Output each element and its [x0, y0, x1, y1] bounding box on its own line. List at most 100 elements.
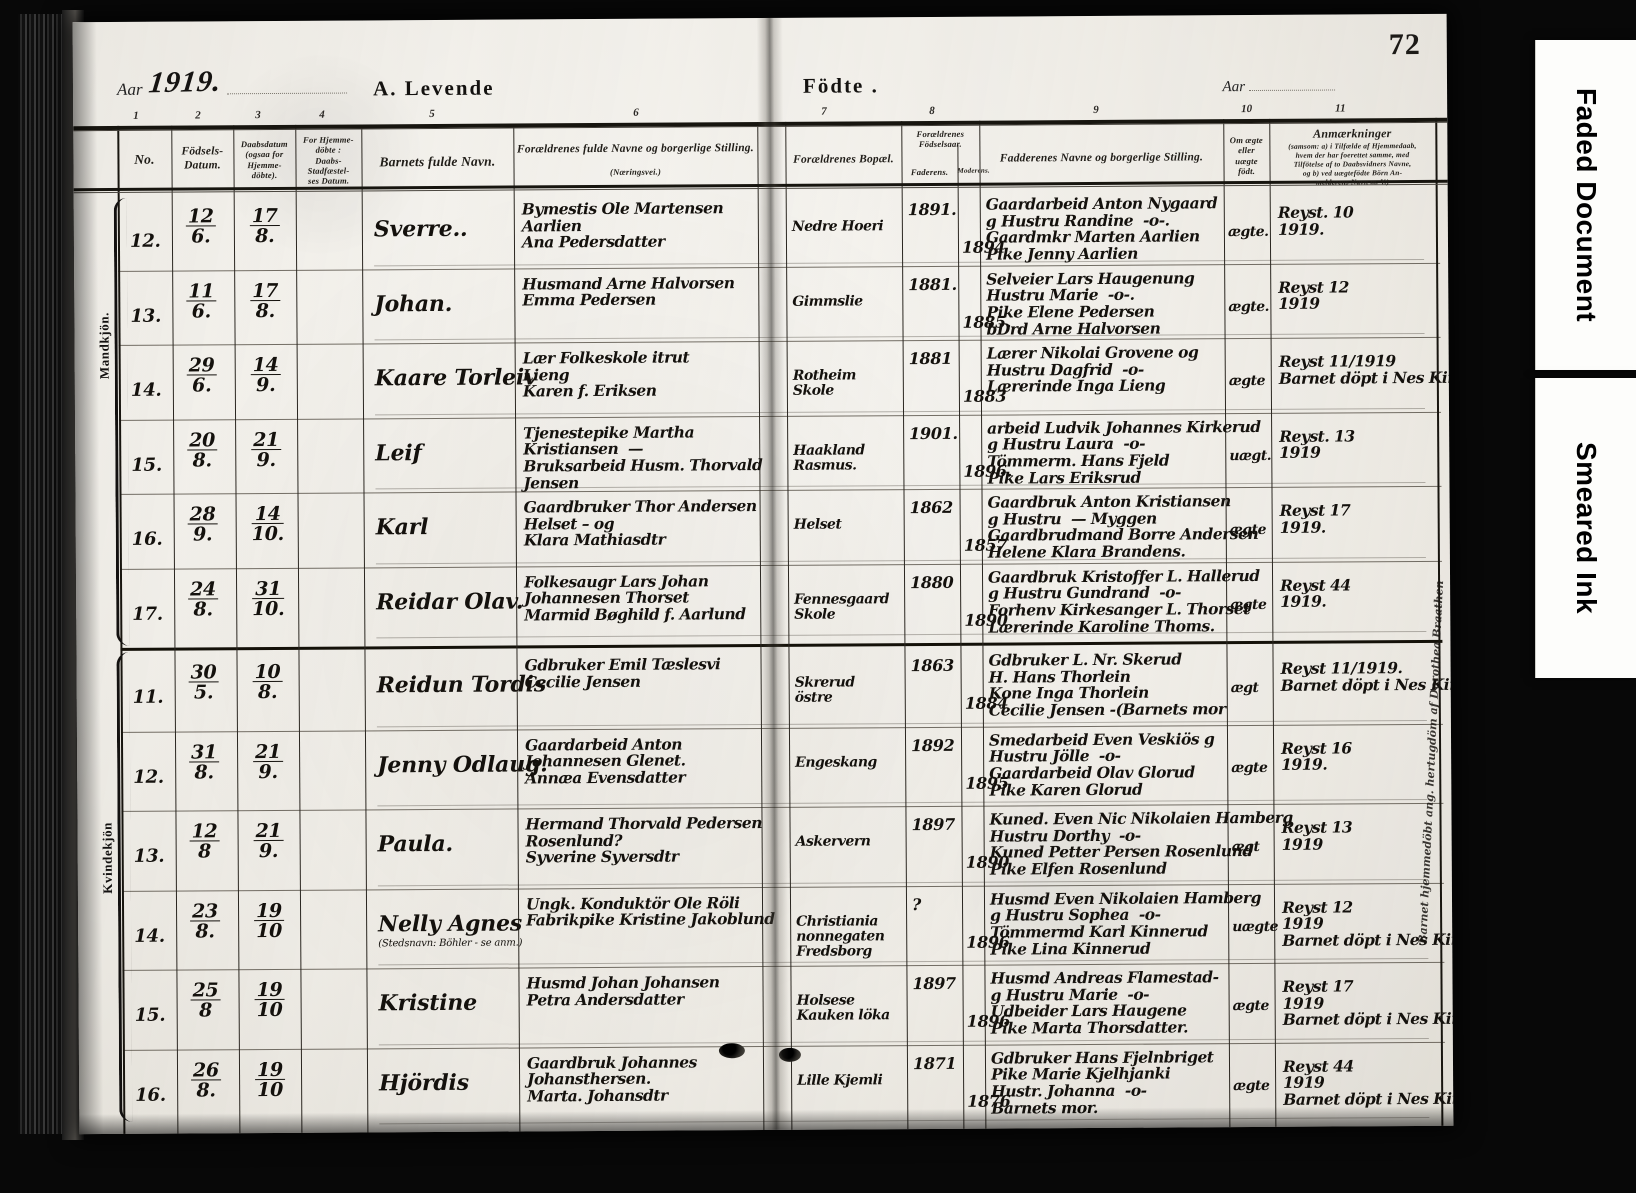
female-row-12-separator [120, 723, 1443, 733]
female-row-11-legitimacy: ægt [1230, 679, 1259, 697]
male-row-16-residence: Helset [793, 516, 842, 533]
col-divider-homebapt [361, 124, 369, 1135]
female-row-16-child-name: Hjördis [379, 1069, 469, 1096]
male-row-17-guide [376, 630, 1427, 639]
date-fraction: 19 10 [253, 899, 284, 942]
male-row-16-child-name: Karl [375, 514, 429, 541]
male-row-15-remarks: Reyst. 13 1919 [1279, 425, 1355, 463]
gender-label-male: Mandkjön. [96, 311, 112, 380]
female-row-15-legitimacy: ægte [1232, 997, 1269, 1015]
male-row-15-father-birthyear: 1901. [909, 423, 958, 443]
date-fraction: 24 8. [188, 577, 218, 621]
female-row-14-residence: Christiania nonnegaten Fredsborg [796, 912, 885, 960]
date-fraction: 14 10. [251, 502, 284, 546]
male-row-13-remarks: Reyst 12 1919 [1278, 276, 1349, 314]
male-row-12-child-name: Sverre.. [373, 215, 468, 243]
header-home-baptized: For Hjemme- döbte : Daabs- Stadfæstel- s… [302, 134, 354, 187]
faded-document-tab[interactable]: Faded Document [1535, 40, 1636, 370]
year-field-right: Aar [1222, 78, 1336, 96]
male-row-17-legitimacy: ægte [1230, 596, 1267, 613]
male-row-15-godparents: arbeid Ludvik Johannes Kirkerud g Hustru… [987, 416, 1261, 488]
header-birth-date: Födsels- Datum. [181, 145, 224, 172]
col-divider-parents [757, 122, 765, 1133]
date-fraction: 30 5. [188, 661, 219, 704]
female-row-11-residence: Skrerud östre [794, 674, 855, 706]
female-row-15-godparents: Husmd Andreas Flamestad- g Hustru Marie … [990, 967, 1219, 1038]
female-row-11-parents: Gdbruker Emil Tæslesvi Cecilie Jensen [524, 654, 721, 692]
female-row-12-child-name: Jenny Odlaug. [377, 750, 548, 778]
male-row-16-father-birthyear: 1862 [909, 497, 953, 518]
female-row-11-father-birthyear: 1863 [910, 655, 954, 676]
date-fraction: 31 10. [252, 577, 285, 620]
ink-blob-left [718, 1043, 745, 1059]
date-fraction: 19 10 [254, 1058, 285, 1101]
female-row-12-parents: Gaardarbeid Anton Johannesen Glenet. Ann… [524, 733, 686, 788]
date-fraction: 26 8. [190, 1058, 221, 1102]
female-row-16-parents: Gaardbruk Johannes Johansthersen. Marta.… [526, 1051, 697, 1106]
year-label-right: Aar [1222, 79, 1246, 96]
smeared-ink-tab-label: Smeared Ink [1571, 441, 1602, 615]
female-row-15-separator [122, 961, 1445, 971]
male-row-17-remarks: Reyst 44 1919. [1280, 574, 1351, 612]
male-row-13-parents: Husmand Arne Halvorsen Emma Pedersen [522, 272, 735, 310]
male-row-17-residence: Fennesgaard Skole [794, 590, 890, 623]
female-row-13-residence: Askervern [795, 833, 871, 850]
column-number-3: 3 [255, 109, 261, 122]
male-row-15-residence: Haakland Rasmus. [793, 441, 865, 474]
section-heading-left: A. Levende [372, 75, 495, 101]
gender-bracket-male [113, 197, 130, 646]
col-divider-gutter-right [785, 121, 793, 1132]
male-row-17-father-birthyear: 1880 [909, 572, 954, 592]
col-divider-no [171, 125, 179, 1135]
date-fraction: 14 9. [250, 353, 281, 397]
male-row-13-father-birthyear: 1881. [908, 274, 957, 294]
female-row-14-child-name: Nelly Agnes [378, 909, 523, 937]
header-godparents: Fadderenes Navne og borgerlige Stilling. [999, 151, 1204, 165]
female-row-16-remarks: Reyst 44 1919 Barnet döpt i Nes Kirke [1282, 1055, 1454, 1109]
female-row-13-remarks: Reyst 13 1919 [1281, 817, 1353, 854]
male-row-12-no: 12. [129, 230, 161, 252]
date-fraction: 23 8. [189, 899, 220, 943]
faded-document-tab-label: Faded Document [1571, 87, 1602, 323]
male-row-13-child-name: Johan. [374, 290, 453, 317]
female-row-11-child-name: Reidun Tordis [376, 671, 547, 699]
female-row-16-guide [379, 1116, 1430, 1125]
female-row-11-no: 11. [132, 686, 164, 708]
male-row-12-residence: Nedre Hoeri [791, 218, 884, 235]
header-father-year: Faderens. [910, 166, 949, 178]
male-row-12-parents: Bymestis Ole Martensen Aarlien Ana Peder… [521, 198, 724, 252]
smeared-ink-tab[interactable]: Smeared Ink [1535, 378, 1636, 678]
female-row-16-legitimacy: ægte [1233, 1077, 1270, 1094]
date-fraction: 20 8. [187, 428, 218, 472]
male-row-15-legitimacy: uægt. [1229, 447, 1272, 464]
date-fraction: 21 9. [253, 819, 284, 863]
female-row-14-parents: Ungk. Konduktör Ole Röli Fabrikpike Kris… [525, 892, 775, 930]
female-row-15-no: 15. [134, 1004, 166, 1026]
header-mother-year: Moderens. [957, 166, 990, 175]
date-fraction: 11 6. [186, 279, 217, 323]
male-row-16-godparents: Gaardbruk Anton Kristiansen g Hustru — M… [987, 491, 1259, 562]
male-row-16-legitimacy: ægte [1229, 521, 1267, 539]
female-row-16-no: 16. [135, 1084, 166, 1106]
col-divider-residence [901, 121, 909, 1132]
male-row-17-parents: Folkesaugr Lars Johan Johannesen Thorset… [523, 570, 746, 625]
gender-section-divider [120, 639, 1443, 651]
female-row-16-residence: Lille Kjemli [797, 1071, 883, 1089]
year-value: 1919. [146, 64, 224, 100]
female-row-14-child-name-note: (Stedsnavn: Böhler - se anm.) [378, 936, 523, 949]
male-row-13-separator [118, 262, 1441, 272]
male-row-14-child-name: Kaare Torleiv [374, 364, 537, 392]
column-number-9: 9 [1093, 103, 1099, 116]
gender-label-female: Kvindekjön [99, 821, 115, 894]
female-row-13-parents: Hermand Thorvald Pedersen Rosenlund? Syv… [525, 813, 763, 867]
date-fraction: 29 6. [186, 354, 217, 397]
male-row-14-father-birthyear: 1881 [908, 348, 953, 369]
male-row-12-father-birthyear: 1891. [907, 199, 957, 220]
female-row-13-child-name: Paula. [377, 830, 454, 858]
female-row-13-father-birthyear: 1897 [911, 814, 955, 835]
column-number-2: 2 [195, 109, 201, 122]
female-row-12-no: 12. [133, 766, 165, 788]
date-fraction: 10 8. [252, 660, 283, 704]
column-number-6: 6 [633, 106, 639, 119]
male-row-15-child-name: Leif [375, 439, 422, 466]
